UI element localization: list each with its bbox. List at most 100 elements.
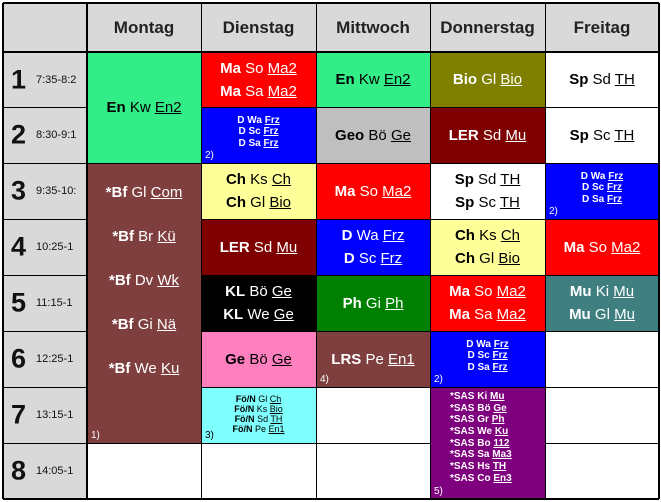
- period-number: 4: [11, 231, 27, 262]
- lesson-room: Ge: [493, 402, 507, 414]
- lesson-row: D Wa Frz: [237, 115, 279, 127]
- lesson-teacher: So: [245, 59, 264, 77]
- lesson-teacher: We: [247, 306, 270, 323]
- period-time: 7:35-8:2: [36, 73, 77, 86]
- lesson-row: Fö/N Ks Bio: [234, 404, 283, 415]
- lesson-row: D Sc Frz: [582, 182, 622, 194]
- grid-line: [315, 3, 317, 499]
- grid-line: [316, 274, 430, 276]
- lesson-subject: *Bf: [112, 228, 134, 245]
- period-label: 5 11:15-1: [3, 275, 87, 331]
- period-time: 8:30-9:1: [36, 129, 77, 141]
- lesson-subject: D: [580, 170, 589, 182]
- lesson-teacher: Ks: [250, 171, 268, 188]
- lesson-room: Frz: [263, 137, 279, 149]
- lesson-row: D Wa Frz: [581, 171, 623, 183]
- lesson-block: Sp Sd TH Sp Sc TH: [430, 163, 545, 219]
- lesson-teacher: Sc: [477, 350, 490, 362]
- lesson-subject: Sp: [455, 194, 475, 211]
- lesson-room: Ku: [160, 360, 180, 377]
- grid-line: [201, 106, 316, 108]
- grid-line: [3, 218, 87, 220]
- lesson-block: Geo Bö Ge: [316, 107, 430, 163]
- grid-line: [430, 106, 545, 108]
- lesson-subject: En: [335, 71, 355, 88]
- lesson-row: Mu Gl Mu: [569, 307, 635, 322]
- lesson-teacher: Ks: [256, 404, 268, 415]
- lesson-subject: D: [467, 350, 475, 362]
- lesson-row: En Kw En2: [106, 100, 181, 115]
- lesson-teacher: Pe: [365, 350, 384, 368]
- lesson-teacher: Gl: [481, 71, 497, 88]
- period-time: 9:35-10:: [36, 185, 77, 197]
- lesson-teacher: Sc: [358, 250, 377, 267]
- grid-line: [544, 3, 546, 499]
- grid-line: [430, 330, 545, 332]
- lesson-room: Ma2: [496, 306, 526, 323]
- lesson-room: Frz: [607, 193, 623, 205]
- header-corner: [3, 3, 87, 52]
- lesson-block: Ch Ks Ch Ch Gl Bio: [201, 163, 316, 219]
- lesson-room: Ge: [271, 283, 292, 300]
- lesson-teacher: So: [359, 182, 378, 200]
- period-number: 2: [11, 119, 27, 150]
- lesson-teacher: Kw: [358, 71, 380, 88]
- lesson-room: Bio: [498, 250, 521, 267]
- lesson-subject: Bio: [452, 71, 478, 88]
- lesson-row: *SAS Gr Ph: [450, 414, 504, 426]
- lesson-subject: D: [237, 114, 245, 126]
- lesson-block: LER Sd Mu: [201, 219, 316, 275]
- lesson-teacher: Sa: [474, 306, 493, 323]
- lesson-room: TH: [614, 126, 635, 144]
- lesson-subject: *SAS: [450, 402, 475, 414]
- lesson-room: Ph: [491, 414, 505, 426]
- lesson-room: Bio: [269, 404, 283, 415]
- lesson-row: *Bf Br Kü: [112, 229, 175, 244]
- grid-line: [430, 386, 545, 388]
- lesson-room: En1: [268, 423, 285, 434]
- lesson-room: Mu: [613, 283, 635, 300]
- lesson-row: Ch Gl Bio: [455, 251, 520, 266]
- lesson-row: Fö/N Sd TH: [235, 414, 283, 425]
- lesson-teacher: Sa: [248, 137, 261, 149]
- grid-line: [201, 274, 316, 276]
- lesson-room: Mu: [276, 238, 298, 256]
- lesson-teacher: Gl: [250, 194, 266, 211]
- lesson-room: Frz: [493, 338, 509, 350]
- lesson-subject: LRS: [331, 350, 362, 368]
- period-number: 8: [11, 455, 27, 486]
- lesson-teacher: Wa: [476, 338, 491, 350]
- lesson-row: Sp Sc TH: [570, 128, 635, 143]
- lesson-subject: *Bf: [108, 272, 131, 289]
- lesson-teacher: Bö: [368, 126, 387, 144]
- lesson-teacher: Gl: [594, 306, 610, 323]
- lesson-subject: Ma: [334, 182, 356, 200]
- lesson-room: Frz: [492, 350, 508, 362]
- period-time: 12:25-1: [36, 353, 74, 365]
- lesson-block: D Wa Frz D Sc Frz: [316, 219, 430, 275]
- lesson-subject: Ch: [454, 227, 475, 244]
- lesson-room: Mu: [614, 306, 635, 323]
- grid-line: [316, 442, 430, 444]
- period-label: 4 10:25-1: [3, 219, 87, 275]
- grid-line: [429, 3, 431, 499]
- lesson-row: Geo Bö Ge: [335, 128, 411, 143]
- grid-line: [545, 274, 659, 276]
- lesson-room: Com: [150, 184, 183, 201]
- lesson-subject: Ma: [220, 82, 241, 100]
- lesson-row: Ge Bö Ge: [225, 352, 292, 367]
- lesson-block: En Kw En2: [316, 52, 430, 107]
- period-label: 7 13:15-1: [3, 387, 87, 443]
- period-time: 13:15-1: [36, 409, 74, 421]
- lesson-teacher: So: [588, 238, 607, 256]
- period-time: 11:15-1: [36, 297, 73, 309]
- day-header-montag: Montag: [87, 3, 201, 52]
- lesson-teacher: Gl: [258, 394, 268, 405]
- lesson-block: LER Sd Mu: [430, 107, 545, 163]
- lesson-room: Frz: [380, 250, 403, 267]
- lesson-block: D Wa Frz D Sc Frz D Sa Frz 2): [545, 163, 659, 219]
- lesson-subject: D: [467, 361, 475, 373]
- lesson-row: Ch Gl Bio: [226, 195, 291, 210]
- lesson-room: En2: [383, 71, 411, 88]
